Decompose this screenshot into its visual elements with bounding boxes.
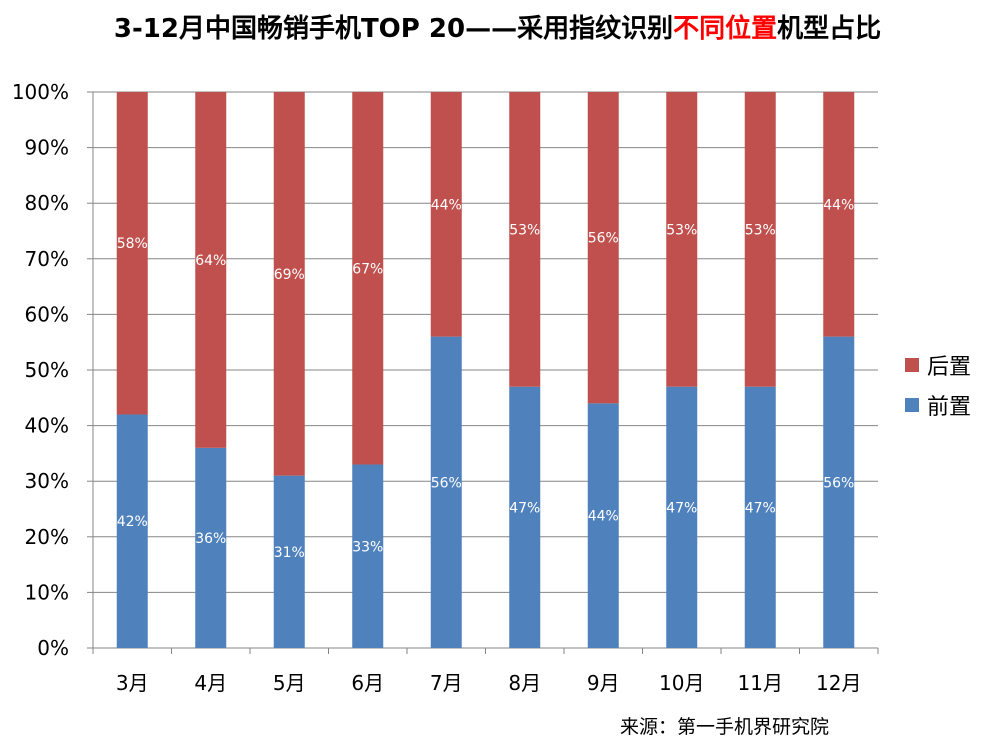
data-label: 44% [823,197,854,213]
y-tick-label: 80% [25,191,69,215]
data-label: 56% [823,475,854,491]
data-label: 56% [431,475,462,491]
x-tick-label: 8月 [508,671,541,695]
y-tick-label: 60% [25,302,69,326]
data-label: 42% [117,514,148,530]
data-label: 58% [117,236,148,252]
bar-segment [273,475,305,648]
bar-segment [195,92,227,448]
bar-segment [744,386,776,648]
legend-swatch [905,358,919,372]
y-tick-label: 30% [25,469,69,493]
y-tick-label: 100% [12,80,69,104]
x-tick-label: 6月 [351,671,384,695]
x-tick-label: 11月 [738,671,783,695]
data-label: 33% [352,539,383,555]
y-tick-label: 0% [37,636,69,660]
bar-segment [666,92,698,387]
bar-segment [823,92,855,337]
data-label: 53% [745,222,776,238]
data-label: 47% [509,500,540,516]
bar-segment [116,414,148,648]
x-tick-label: 9月 [587,671,620,695]
data-label: 56% [588,231,619,247]
legend-label: 前置 [927,395,971,420]
bar-segment [273,92,305,476]
x-tick-label: 4月 [194,671,227,695]
data-label: 53% [666,222,697,238]
x-tick-label: 12月 [816,671,861,695]
data-label: 69% [274,267,305,283]
x-tick-label: 3月 [116,671,149,695]
y-tick-label: 90% [25,136,69,160]
title-highlight: 不同位置 [673,14,778,44]
x-tick-label: 7月 [430,671,463,695]
bar-segment [430,336,462,648]
title-part2: 机型占比 [777,14,882,44]
chart-title: 3-12月中国畅销手机TOP 20——采用指纹识别不同位置机型占比 [0,8,995,45]
bar-segment [116,92,148,415]
y-tick-label: 20% [25,525,69,549]
legend-label: 后置 [927,355,971,380]
y-tick-label: 10% [25,580,69,604]
data-label: 36% [195,531,226,547]
title-part1: 3-12月中国畅销手机TOP 20——采用指纹识别 [113,14,674,44]
data-label: 44% [431,197,462,213]
legend-swatch [905,398,919,412]
bar-segment [744,92,776,387]
bar-segment [587,92,619,404]
bar-segment [430,92,462,337]
data-label: 31% [274,545,305,561]
data-label: 47% [666,500,697,516]
bar-segment [352,92,384,465]
bar-segment [509,92,541,387]
bar-segment [509,386,541,648]
data-label: 53% [509,222,540,238]
bar-segment [823,336,855,648]
y-tick-label: 50% [25,358,69,382]
x-tick-label: 5月 [273,671,306,695]
bar-segment [587,403,619,648]
data-label: 44% [588,509,619,525]
data-label: 47% [745,500,776,516]
data-label: 64% [195,253,226,269]
bar-segment [352,464,384,648]
y-tick-label: 70% [25,247,69,271]
data-label: 67% [352,261,383,277]
x-tick-label: 10月 [659,671,704,695]
source-note: 来源：第一手机界研究院 [620,716,830,738]
bar-segment [666,386,698,648]
bar-segment [195,447,227,648]
y-tick-label: 40% [25,414,69,438]
